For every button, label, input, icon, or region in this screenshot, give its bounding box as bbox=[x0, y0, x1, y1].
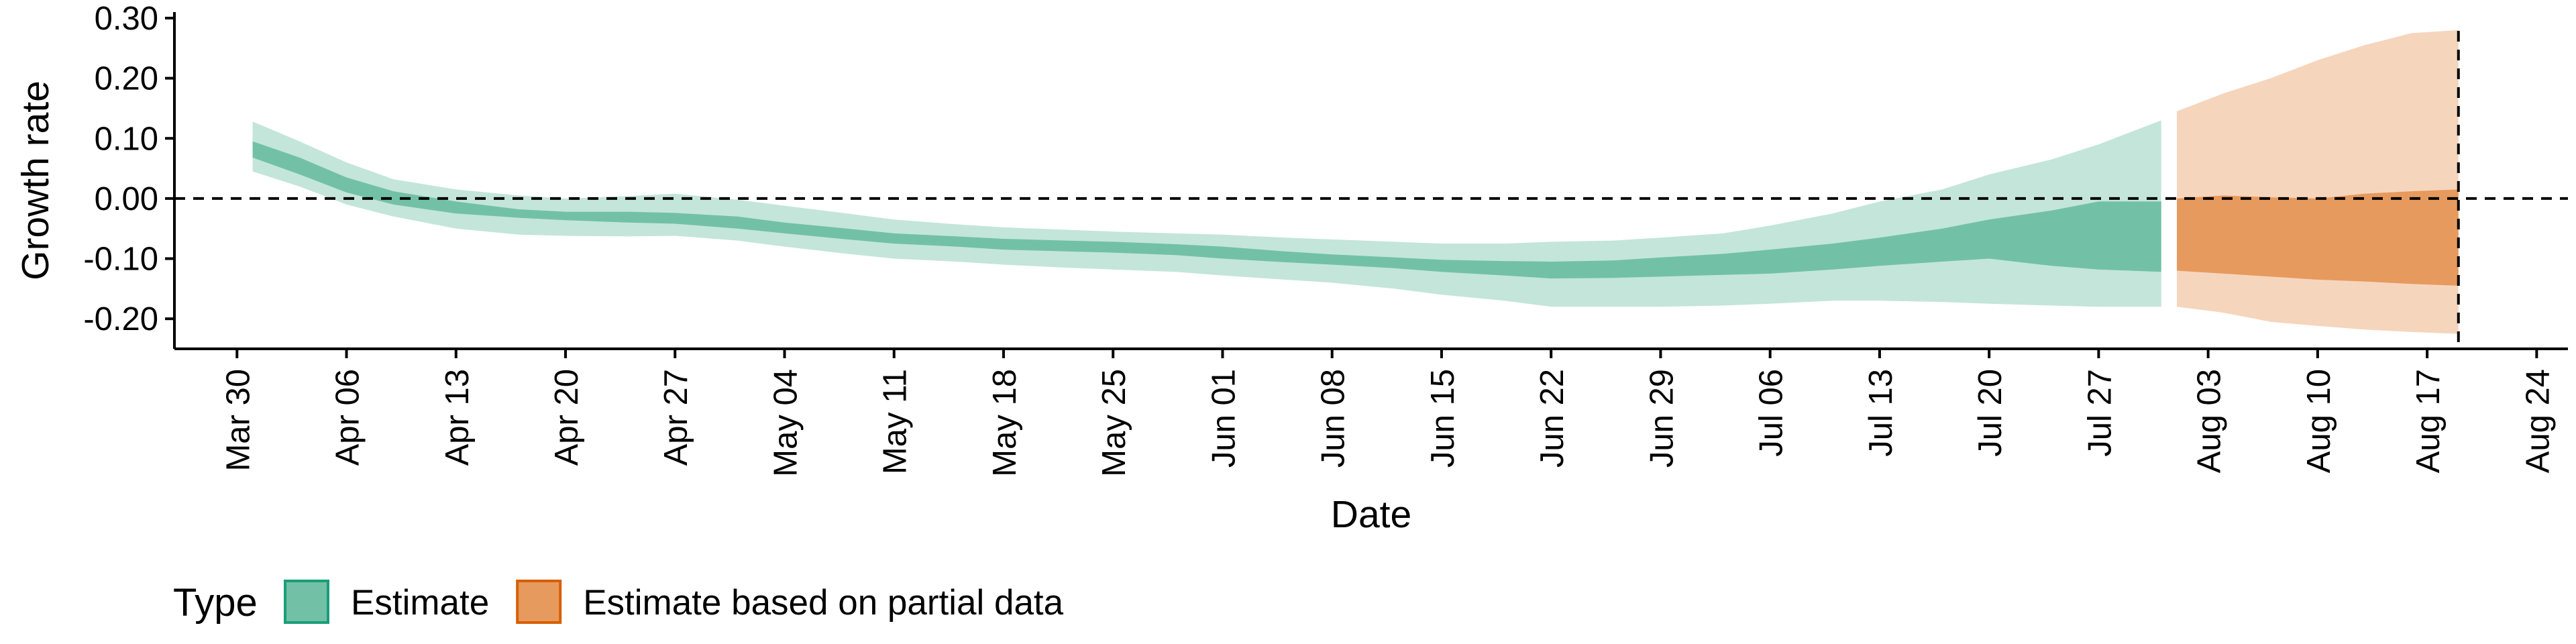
x-tick-label: May 04 bbox=[768, 369, 804, 477]
axes: 0.30 0.20 0.10 0.00 -0.10 -0.20 Mar 30 Apr 06 A… bbox=[83, 1, 2568, 477]
series-0-interval-50 bbox=[252, 141, 2161, 279]
x-tick-label: Mar 30 bbox=[220, 369, 256, 472]
x-tick-label: Jun 15 bbox=[1425, 369, 1461, 468]
x-tick-label: Jun 29 bbox=[1644, 369, 1680, 468]
legend: Type Estimate Estimate based on partial d… bbox=[173, 580, 1064, 625]
x-tick-label: Aug 17 bbox=[2410, 369, 2447, 473]
series-1-interval-90 bbox=[2177, 30, 2459, 334]
x-tick-label: Jul 13 bbox=[1863, 369, 1899, 457]
x-tick-label: Apr 20 bbox=[549, 369, 585, 466]
x-axis-title: Date bbox=[1331, 493, 1411, 536]
reference-lines bbox=[174, 31, 2568, 349]
legend-swatch bbox=[516, 580, 562, 624]
legend-swatch bbox=[284, 580, 329, 624]
y-tick-label: -0.10 bbox=[83, 241, 158, 278]
y-tick-label: 0.00 bbox=[95, 181, 158, 217]
y-axis-title: Growth rate bbox=[14, 80, 57, 280]
legend-label: Estimate based on partial data bbox=[583, 583, 1063, 623]
x-tick-label: Jul 06 bbox=[1754, 369, 1790, 457]
x-tick-label: Aug 24 bbox=[2520, 369, 2556, 473]
x-tick-label: May 18 bbox=[987, 369, 1023, 477]
y-tick-label: -0.20 bbox=[83, 301, 158, 337]
y-tick-label: 0.10 bbox=[95, 121, 158, 157]
x-tick-label: Jul 20 bbox=[1972, 369, 2008, 457]
x-tick-label: Aug 03 bbox=[2192, 369, 2228, 473]
series-1-interval-50 bbox=[2177, 189, 2459, 286]
x-tick-label: Jun 22 bbox=[1534, 369, 1570, 468]
estimate-bands bbox=[252, 30, 2459, 334]
legend-label: Estimate bbox=[351, 583, 489, 623]
y-tick-label: 0.30 bbox=[95, 1, 158, 37]
x-tick-label: Apr 06 bbox=[330, 369, 366, 466]
x-tick-label: May 11 bbox=[877, 369, 914, 474]
x-tick-label: Jul 27 bbox=[2082, 369, 2118, 457]
legend-title: Type bbox=[173, 581, 258, 625]
x-tick-label: Jun 01 bbox=[1206, 369, 1242, 468]
x-tick-label: Jun 08 bbox=[1316, 369, 1352, 468]
x-tick-label: Apr 13 bbox=[439, 369, 476, 466]
x-tick-label: Aug 10 bbox=[2301, 369, 2337, 473]
y-ticks: 0.30 0.20 0.10 0.00 -0.10 -0.20 bbox=[83, 1, 174, 337]
y-tick-label: 0.20 bbox=[95, 61, 158, 97]
x-tick-label: Apr 27 bbox=[658, 369, 694, 466]
x-tick-label: May 25 bbox=[1096, 369, 1132, 477]
x-ticks: Mar 30 Apr 06 Apr 13 Apr 20 Apr 27 May 04 May … bbox=[220, 349, 2556, 477]
